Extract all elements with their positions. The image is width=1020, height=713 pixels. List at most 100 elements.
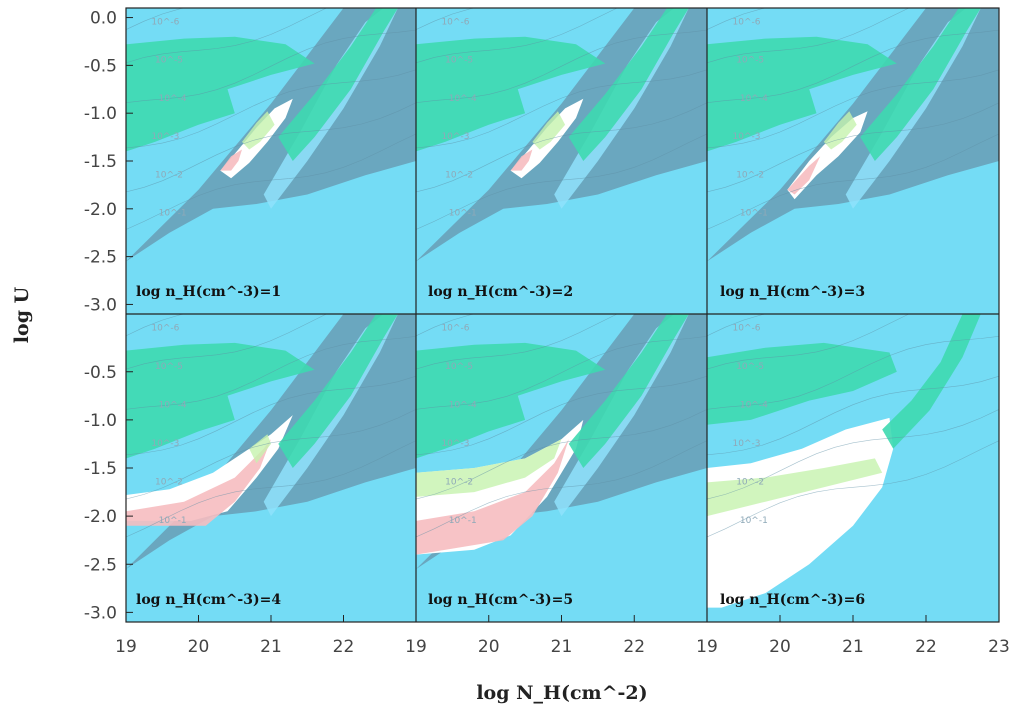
panel-label-2: log n_H(cm^-3)=2 <box>428 284 573 300</box>
contour-line <box>707 375 999 456</box>
contour-line <box>126 133 416 230</box>
contour-line <box>707 336 999 410</box>
x-tick-label: 21 <box>842 637 864 657</box>
y-tick-label: -2.5 <box>84 248 117 268</box>
x-tick-label: 23 <box>988 637 1010 657</box>
pink-region <box>510 149 533 171</box>
x-tick-label: 19 <box>405 637 427 657</box>
pink-region <box>787 156 821 195</box>
contour-label: 10^-5 <box>445 56 473 66</box>
x-axis-ticks: 19 20 21 22 19 20 21 22 19 20 21 22 23 <box>115 615 1010 657</box>
panel-label-3: log n_H(cm^-3)=3 <box>720 284 865 300</box>
contour-line <box>416 409 707 500</box>
green-region <box>532 111 566 150</box>
x-tick-label: 22 <box>333 637 355 657</box>
pink-region <box>416 439 569 555</box>
contour-line <box>416 314 476 337</box>
contour-label: 10^-1 <box>159 209 187 219</box>
panel-label-1: log n_H(cm^-3)=1 <box>136 284 281 300</box>
contour-line <box>416 8 476 30</box>
contour-line <box>126 375 416 456</box>
panel-2: 10^-6 10^-5 10^-4 10^-3 10^-2 10^-1 <box>416 8 707 314</box>
contour-line <box>416 440 707 538</box>
contour-line <box>707 29 999 103</box>
pink-region <box>126 439 271 526</box>
contour-label: 10^-1 <box>740 209 768 219</box>
contour-label: 10^-3 <box>441 132 469 142</box>
y-tick-label: -1.5 <box>84 152 117 172</box>
contour-label: 10^-5 <box>155 56 183 66</box>
contour-line <box>416 69 707 149</box>
teal-region <box>860 8 981 161</box>
contour-line <box>126 69 416 149</box>
contour-line <box>126 409 416 500</box>
green-region <box>707 458 883 517</box>
white-region <box>126 415 293 521</box>
contour-line <box>707 69 999 149</box>
x-axis-title: log N_H(cm^-2) <box>476 682 647 704</box>
contour-label: 10^-3 <box>733 439 761 449</box>
contour-line <box>126 336 416 410</box>
teal-region <box>882 314 981 449</box>
contour-line <box>707 409 999 500</box>
teal-region <box>707 342 897 425</box>
contour-label: 10^-2 <box>155 477 183 487</box>
y-axis-ticks: 0.0 -0.5 -1.0 -1.5 -2.0 -2.5 -3.0 -0.5 -1.0 -1.5 -… <box>84 9 133 623</box>
contour-label: 10^-1 <box>740 516 768 526</box>
teal-region <box>126 36 315 152</box>
contour-label: 10^-1 <box>449 516 477 526</box>
y-tick-label: -2.5 <box>84 555 117 575</box>
pink-region <box>220 149 242 171</box>
y-tick-label: -2.0 <box>84 200 117 220</box>
x-tick-label: 20 <box>188 637 210 657</box>
contour-label: 10^-6 <box>733 17 761 27</box>
y-tick-label: -2.0 <box>84 507 117 527</box>
contour-line <box>416 102 707 193</box>
green-region <box>249 434 271 464</box>
teal-region <box>126 342 315 459</box>
panels-group: 10^-6 10^-5 10^-4 10^-3 10^-2 10^-1 10^-6 10^-5… <box>126 8 999 622</box>
contour-label: 10^-6 <box>733 323 761 333</box>
panel-5: 10^-6 10^-5 10^-4 10^-3 10^-2 10^-1 <box>416 314 707 622</box>
contour-label: 10^-4 <box>449 94 477 104</box>
contour-label: 10^-5 <box>445 362 473 372</box>
contour-label: 10^-2 <box>736 170 764 180</box>
x-tick-label: 21 <box>260 637 282 657</box>
teal-region <box>278 8 398 161</box>
contour-label: 10^-5 <box>736 56 764 66</box>
green-region <box>242 111 275 150</box>
contour-label: 10^-6 <box>441 323 469 333</box>
contour-label: 10^-4 <box>740 94 768 104</box>
contour-label: 10^-5 <box>736 362 764 372</box>
contour-label: 10^-3 <box>151 132 179 142</box>
teal-region <box>278 314 398 468</box>
x-tick-label: 21 <box>551 637 573 657</box>
contour-line <box>126 440 416 538</box>
contour-line <box>126 102 416 193</box>
panel-labels: log n_H(cm^-3)=1 log n_H(cm^-3)=2 log n_… <box>136 284 865 608</box>
y-tick-label: -1.5 <box>84 459 117 479</box>
x-tick-label: 19 <box>115 637 137 657</box>
x-tick-label: 20 <box>478 637 500 657</box>
contour-line <box>707 102 999 193</box>
contour-label: 10^-4 <box>159 400 187 410</box>
contour-label: 10^-3 <box>151 439 179 449</box>
contour-label: 10^-6 <box>151 323 179 333</box>
teal-region <box>416 36 606 152</box>
contour-line <box>126 8 186 30</box>
contour-label: 10^-6 <box>151 17 179 27</box>
panel-6: 10^-6 10^-5 10^-4 10^-3 10^-2 10^-1 <box>707 314 999 622</box>
contour-line <box>707 314 768 337</box>
y-tick-label: -0.5 <box>84 56 117 76</box>
contour-line <box>416 336 707 410</box>
y-tick-label: -3.0 <box>84 295 117 315</box>
contour-line <box>707 440 999 538</box>
contour-line <box>707 314 910 370</box>
y-tick-label: 0.0 <box>90 9 117 29</box>
contour-label: 10^-4 <box>740 400 768 410</box>
panel-3: 10^-6 10^-5 10^-4 10^-3 10^-2 10^-1 <box>707 8 999 314</box>
teal-region <box>568 8 689 161</box>
contour-line <box>416 8 618 64</box>
contour-label: 10^-2 <box>155 170 183 180</box>
